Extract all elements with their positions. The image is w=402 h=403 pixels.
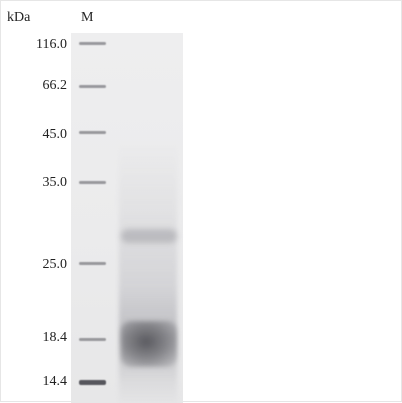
marker-label-18: 18.4 xyxy=(42,330,68,345)
ladder-band-14 xyxy=(79,380,106,385)
ladder-band-25 xyxy=(79,262,106,265)
marker-label-35: 35.0 xyxy=(42,175,68,190)
marker-label-45: 45.0 xyxy=(42,127,68,142)
ladder-band-45 xyxy=(79,131,106,134)
unit-label: kDa xyxy=(7,10,31,25)
ladder-band-35 xyxy=(79,181,106,184)
ladder-band-116 xyxy=(79,42,106,45)
marker-label-66: 66.2 xyxy=(42,78,68,93)
ladder-band-18 xyxy=(79,338,106,341)
marker-label-25: 25.0 xyxy=(42,257,68,272)
ladder-band-66 xyxy=(79,85,106,88)
marker-label-14: 14.4 xyxy=(42,374,68,389)
marker-lane-label: M xyxy=(81,10,94,25)
sample-band-main xyxy=(121,321,177,367)
sample-band-faint xyxy=(121,229,177,243)
marker-label-116: 116.0 xyxy=(36,37,67,52)
